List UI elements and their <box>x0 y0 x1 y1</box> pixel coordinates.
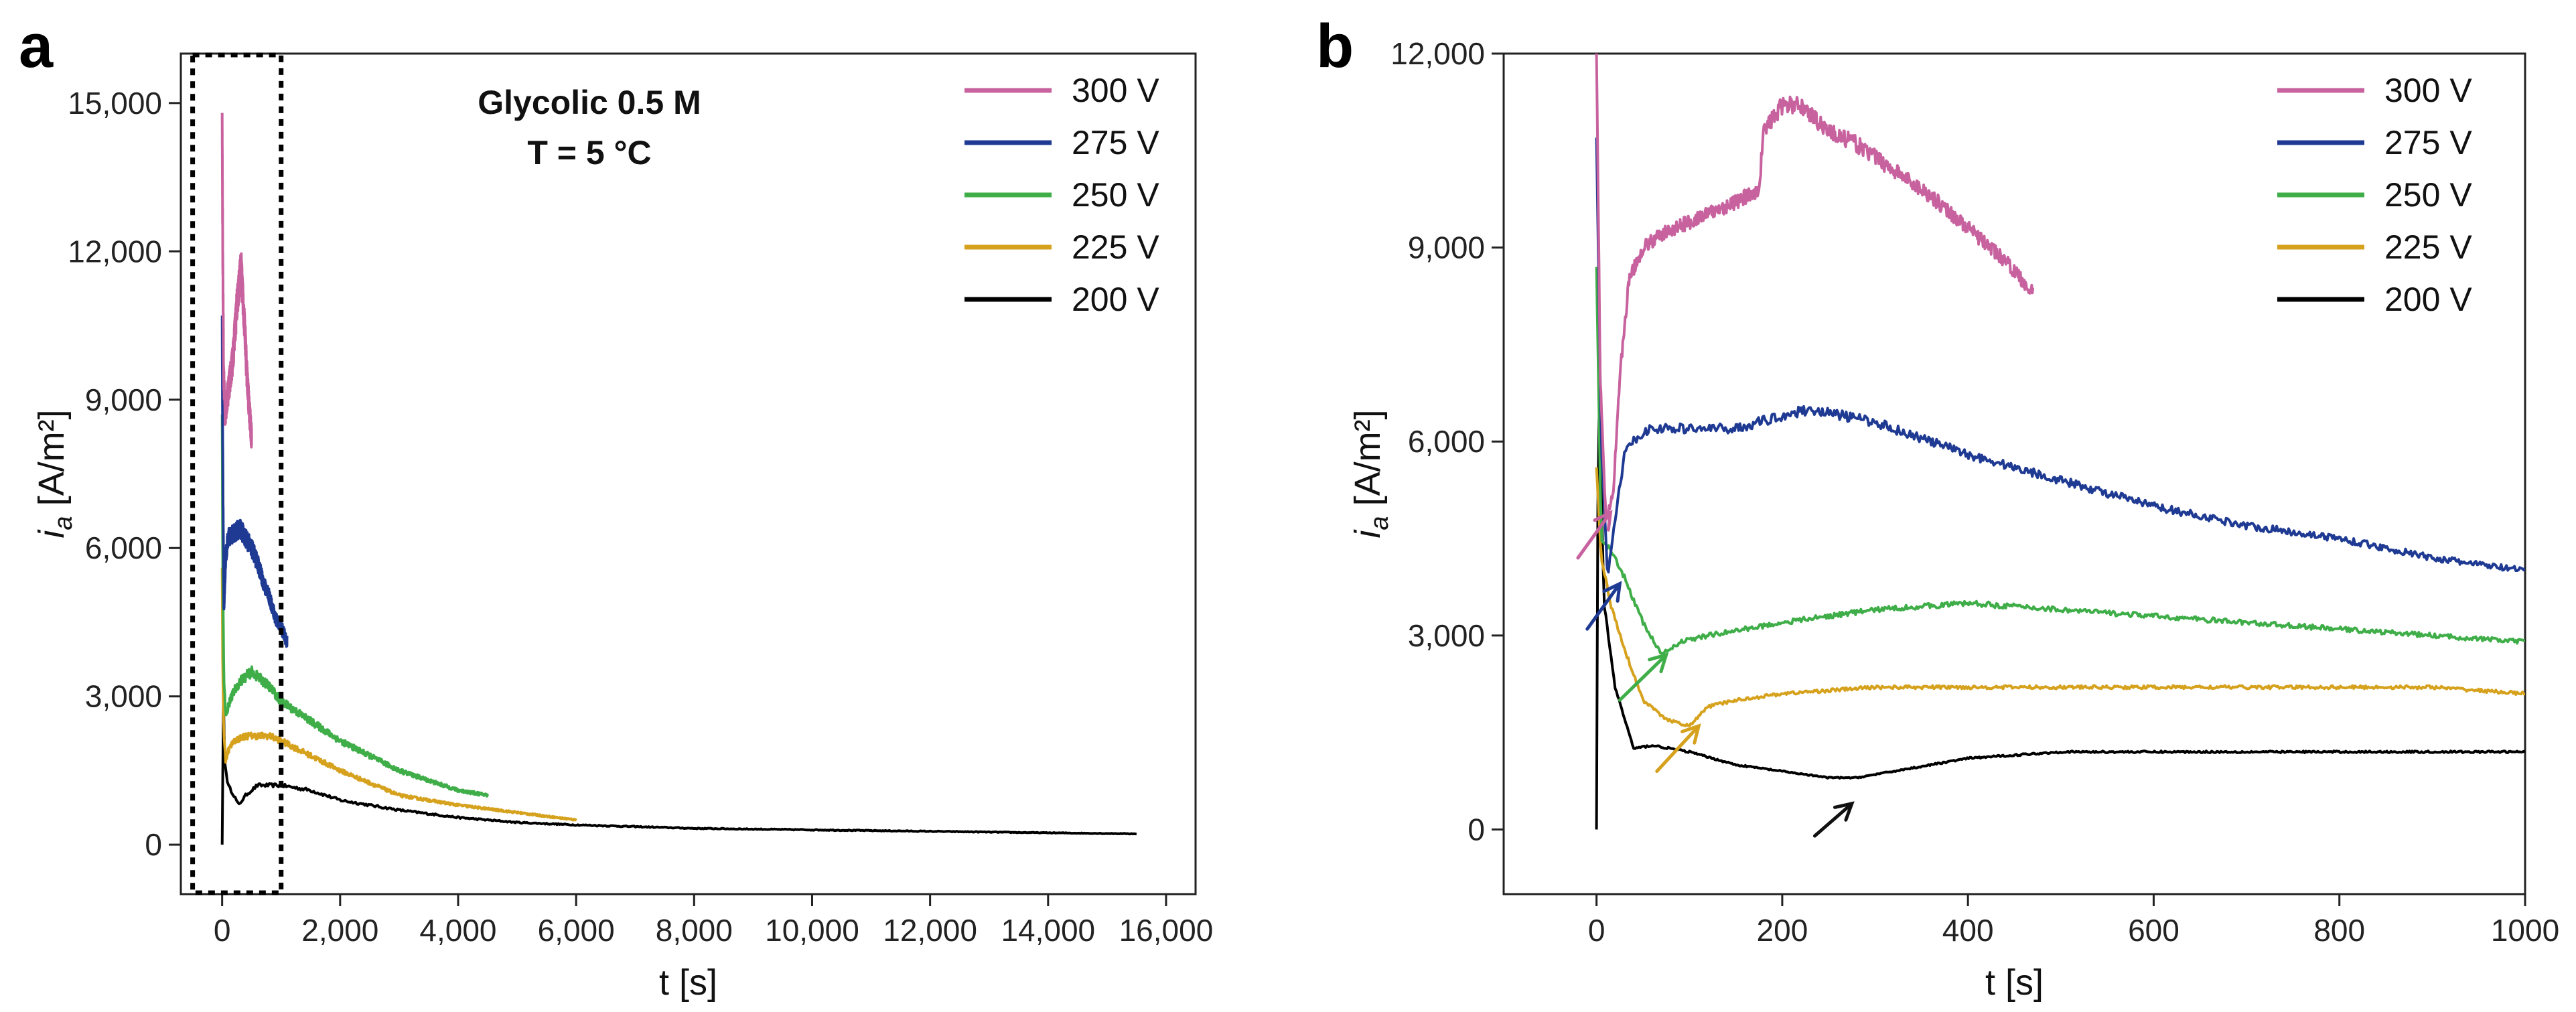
x-axis-title: t [s] <box>1985 962 2044 1003</box>
legend-label: 225 V <box>2384 228 2472 266</box>
arrow-300v <box>1576 510 1613 560</box>
x-tick-label: 0 <box>1588 913 1605 948</box>
series-line-250v <box>220 414 489 798</box>
annotation-electrolyte: Glycolic 0.5 M <box>478 84 701 121</box>
annotation-temperature: T = 5 °C <box>527 134 651 171</box>
arrow-200v <box>1812 801 1855 838</box>
y-tick-label: 0 <box>1468 812 1485 847</box>
arrow-250v <box>1618 652 1669 702</box>
series-line-225v <box>1595 467 2525 727</box>
arrow-225v <box>1655 723 1701 774</box>
panel-a-letter: a <box>19 12 54 80</box>
x-tick-label: 1000 <box>2491 913 2559 948</box>
legend-label: 275 V <box>2384 124 2472 161</box>
y-tick-label: 9,000 <box>85 382 162 417</box>
y-tick-label: 3,000 <box>1408 618 1485 653</box>
x-tick-label: 600 <box>2128 913 2179 948</box>
y-tick-label: 6,000 <box>85 530 162 565</box>
legend-label: 300 V <box>1072 72 1159 109</box>
series-line-200v <box>1595 408 2525 830</box>
legend-label: 300 V <box>2384 72 2472 109</box>
series-line-275v <box>1595 137 2525 574</box>
x-tick-label: 14,000 <box>1001 913 1095 948</box>
legend-label: 200 V <box>2384 281 2472 318</box>
x-tick-label: 200 <box>1757 913 1808 948</box>
panel-a-chart: 0 2,000 4,000 6,000 8,000 10,000 12,000 14,000 1… <box>31 52 1214 1003</box>
y-tick-label: 0 <box>145 827 162 862</box>
x-axis-title: t [s] <box>659 962 717 1003</box>
legend-label: 275 V <box>1072 124 1159 161</box>
y-axis-title: ia [A/m²] <box>31 409 78 538</box>
y-tick-label: 9,000 <box>1408 230 1485 265</box>
legend-label: 250 V <box>1072 176 1159 214</box>
x-tick-label: 4,000 <box>419 913 496 948</box>
y-tick-label: 12,000 <box>1390 36 1485 71</box>
y-tick-label: 15,000 <box>68 86 162 121</box>
highlight-box <box>190 52 284 895</box>
y-tick-label: 3,000 <box>85 679 162 714</box>
y-tick-label: 6,000 <box>1408 424 1485 459</box>
x-tick-label: 12,000 <box>883 913 977 948</box>
x-tick-label: 8,000 <box>656 913 733 948</box>
x-tick-label: 16,000 <box>1119 913 1214 948</box>
series-line-275v <box>220 315 289 648</box>
panel-b-letter: b <box>1316 12 1354 80</box>
x-tick-label: 2,000 <box>301 913 378 948</box>
arrow-275v <box>1585 581 1622 631</box>
x-tick-label: 0 <box>214 913 231 948</box>
series-line-300v <box>220 113 253 449</box>
plot-frame-b <box>1502 52 2526 895</box>
y-tick-label: 12,000 <box>68 234 162 269</box>
series-line-250v <box>1595 267 2525 656</box>
plot-frame-a <box>180 52 1197 895</box>
y-axis-title: ia [A/m²] <box>1348 409 1394 538</box>
legend-label: 250 V <box>2384 176 2472 214</box>
legend-label: 200 V <box>1072 281 1159 318</box>
series-line-200v <box>220 695 1137 845</box>
panel-b-chart: 0 200 400 600 800 1000 0 3,000 6,000 9,000 12,000 t… <box>1348 36 2559 1003</box>
series-line-225v <box>220 567 577 822</box>
x-tick-label: 6,000 <box>538 913 615 948</box>
legend-label: 225 V <box>1072 228 1159 266</box>
x-tick-label: 400 <box>1942 913 1994 948</box>
x-tick-label: 800 <box>2313 913 2365 948</box>
series-line-300v <box>1595 54 2035 520</box>
x-tick-label: 10,000 <box>765 913 859 948</box>
